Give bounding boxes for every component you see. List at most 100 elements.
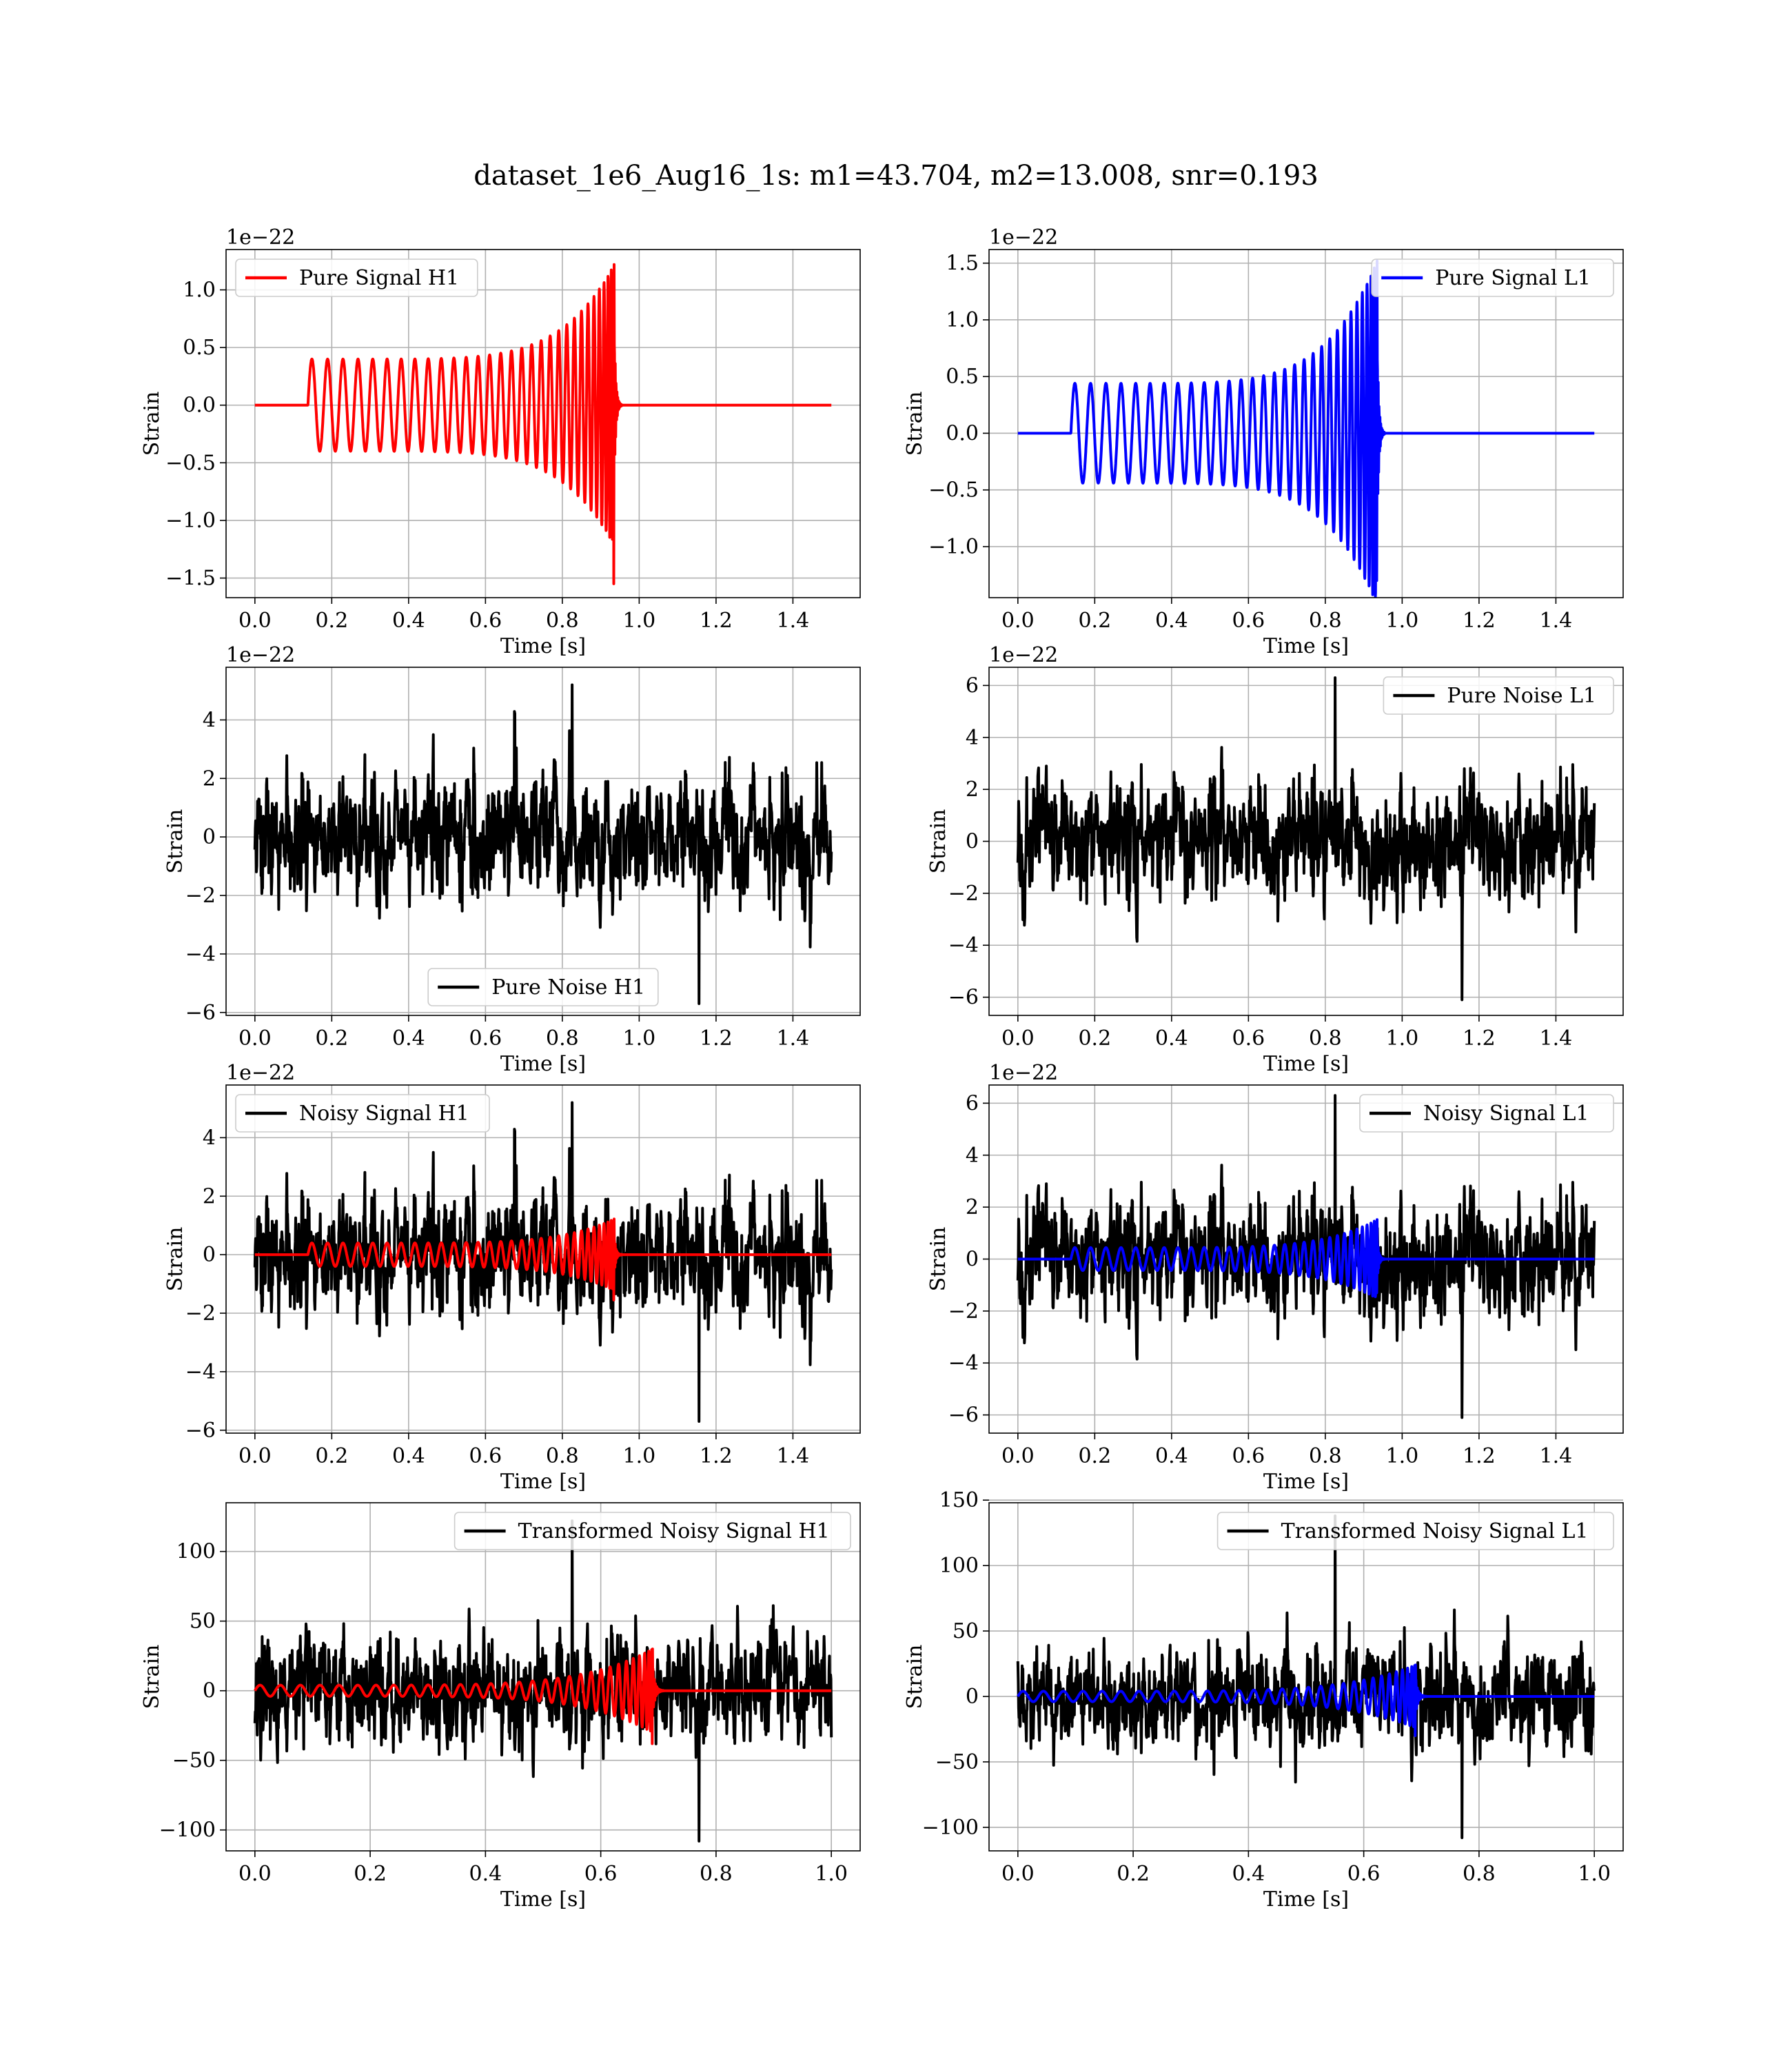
x-tick-label: 1.2 bbox=[700, 1026, 733, 1051]
subplot-transformed-noisy-signal-h1: 0.0 0.2 0.4 0.6 0.8 1.0 −100 −50 0 50 100 Time [s] S… bbox=[140, 1502, 861, 1912]
y-axis-label: Strain bbox=[163, 1227, 187, 1292]
series-line-overlay-1 bbox=[1017, 1218, 1596, 1299]
y-tick-label: −4 bbox=[948, 933, 979, 957]
x-axis-label: Time [s] bbox=[1263, 1887, 1349, 1912]
series-line-pure-signal-l1 bbox=[1017, 259, 1596, 598]
x-tick-label: 0.0 bbox=[238, 1862, 272, 1886]
legend-label: Transformed Noisy Signal L1 bbox=[1281, 1519, 1589, 1543]
y-tick-label: −100 bbox=[159, 1818, 216, 1843]
x-tick-label: 0.0 bbox=[238, 1026, 272, 1051]
x-tick-label: 0.2 bbox=[315, 609, 348, 633]
y-tick-label: −4 bbox=[185, 1360, 216, 1384]
subplot-pure-noise-h1: 0.0 0.2 0.4 0.6 0.8 1.0 1.2 1.4 −6 −4 −2 0 2 4 Time [s… bbox=[163, 643, 861, 1076]
legend: Noisy Signal L1 bbox=[1359, 1094, 1614, 1133]
y-tick-label: −1.0 bbox=[165, 509, 216, 533]
y-tick-label: 6 bbox=[966, 1091, 979, 1115]
series-group bbox=[1016, 1094, 1596, 1419]
axes-frame bbox=[225, 667, 861, 1016]
x-tick-label: 0.0 bbox=[1001, 1444, 1035, 1468]
y-tick-label: −2 bbox=[185, 884, 216, 908]
x-tick-label: 1.2 bbox=[1463, 1444, 1496, 1468]
series-group bbox=[254, 263, 833, 585]
axes-frame bbox=[225, 1502, 861, 1852]
legend-box bbox=[235, 1094, 490, 1133]
series-line-overlay-1 bbox=[254, 1217, 833, 1301]
y-tick-label: −100 bbox=[922, 1816, 979, 1840]
y-axis-label: Strain bbox=[140, 392, 164, 456]
x-tick-label: 0.2 bbox=[1078, 1026, 1111, 1051]
y-tick-label: 0.0 bbox=[946, 421, 979, 445]
x-tick-label: 1.2 bbox=[1463, 1026, 1496, 1051]
x-tick-label: 1.0 bbox=[1386, 609, 1419, 633]
x-tick-label: 0.4 bbox=[1232, 1862, 1265, 1886]
y-tick-label: −0.5 bbox=[928, 478, 979, 503]
y-tick-label: 100 bbox=[176, 1540, 216, 1564]
x-axis-label: Time [s] bbox=[500, 1470, 586, 1494]
y-tick-label: 1.5 bbox=[946, 252, 979, 276]
x-tick-label: 1.0 bbox=[623, 1444, 656, 1468]
y-tick-label: −2 bbox=[185, 1301, 216, 1326]
x-axis-label: Time [s] bbox=[500, 1052, 586, 1076]
y-tick-label: 0.5 bbox=[183, 336, 216, 360]
x-tick-label: 0.0 bbox=[1001, 1026, 1035, 1051]
axes-frame bbox=[225, 1084, 861, 1434]
x-tick-label: 0.4 bbox=[1155, 609, 1188, 633]
series-group bbox=[1017, 259, 1596, 598]
series-line-pure-signal-h1 bbox=[254, 263, 833, 585]
x-tick-label: 0.8 bbox=[1309, 1026, 1342, 1051]
subplot-grid: 0.0 0.2 0.4 0.6 0.8 1.0 1.2 1.4 −1.5 −1.0 −0.5 0.0 0… bbox=[140, 225, 1624, 1912]
x-tick-label: 1.4 bbox=[1540, 1444, 1573, 1468]
y-tick-label: −4 bbox=[948, 1351, 979, 1375]
y-axis-label: Strain bbox=[903, 392, 927, 456]
legend-label: Pure Noise H1 bbox=[491, 975, 645, 1000]
x-tick-label: 0.6 bbox=[1232, 1444, 1265, 1468]
series-line-transformed-noisy-signal-h1 bbox=[253, 1519, 833, 1843]
y-axis-label: Strain bbox=[140, 1645, 164, 1710]
y-tick-label: 0 bbox=[966, 1685, 979, 1709]
series-line-overlay-1 bbox=[1017, 1663, 1596, 1737]
y-tick-label: −1.5 bbox=[165, 567, 216, 591]
y-tick-label: 0 bbox=[203, 1243, 216, 1267]
subplot-pure-noise-l1: 0.0 0.2 0.4 0.6 0.8 1.0 1.2 1.4 −6 −4 −2 0 2 4 6 Time [… bbox=[926, 643, 1624, 1076]
x-tick-label: 0.2 bbox=[1117, 1862, 1150, 1886]
series-line-pure-noise-l1 bbox=[1016, 676, 1596, 1002]
y-offset-text: 1e−22 bbox=[989, 1061, 1058, 1085]
y-tick-label: 0 bbox=[203, 825, 216, 849]
y-axis-label: Strain bbox=[903, 1645, 927, 1710]
x-tick-label: 1.4 bbox=[1540, 609, 1573, 633]
y-tick-label: 6 bbox=[966, 673, 979, 698]
legend-label: Noisy Signal H1 bbox=[299, 1102, 469, 1126]
x-tick-label: 1.0 bbox=[623, 1026, 656, 1051]
subplot-pure-signal-h1: 0.0 0.2 0.4 0.6 0.8 1.0 1.2 1.4 −1.5 −1.0 −0.5 0.0 0… bbox=[140, 225, 861, 658]
x-tick-label: 0.2 bbox=[1078, 609, 1111, 633]
x-tick-label: 1.4 bbox=[777, 1026, 810, 1051]
x-tick-label: 0.8 bbox=[546, 1444, 579, 1468]
x-tick-label: 1.0 bbox=[1578, 1862, 1611, 1886]
x-axis-label: Time [s] bbox=[1263, 1052, 1349, 1076]
series-group bbox=[1016, 676, 1596, 1002]
x-tick-label: 1.0 bbox=[1386, 1444, 1419, 1468]
legend: Pure Noise L1 bbox=[1383, 676, 1614, 715]
legend-box bbox=[1383, 676, 1614, 715]
y-tick-label: −2 bbox=[948, 882, 979, 906]
subplot-noisy-signal-h1: 0.0 0.2 0.4 0.6 0.8 1.0 1.2 1.4 −6 −4 −2 0 2 4 Time [s… bbox=[163, 1061, 861, 1494]
legend-box bbox=[427, 968, 659, 1006]
legend-box bbox=[1359, 1094, 1614, 1133]
x-tick-label: 0.6 bbox=[584, 1862, 618, 1886]
y-offset-text: 1e−22 bbox=[989, 225, 1058, 250]
y-tick-label: 2 bbox=[203, 767, 216, 791]
x-tick-label: 0.6 bbox=[469, 609, 502, 633]
y-tick-label: −50 bbox=[172, 1749, 216, 1773]
x-tick-label: 1.2 bbox=[700, 609, 733, 633]
legend-label: Pure Signal H1 bbox=[299, 266, 459, 290]
y-tick-label: 4 bbox=[966, 726, 979, 750]
series-group bbox=[253, 1101, 833, 1423]
y-tick-label: −6 bbox=[185, 1419, 216, 1443]
x-tick-label: 1.4 bbox=[777, 609, 810, 633]
x-tick-label: 0.6 bbox=[1232, 1026, 1265, 1051]
y-tick-label: 4 bbox=[966, 1144, 979, 1168]
legend: Transformed Noisy Signal H1 bbox=[454, 1512, 851, 1550]
y-axis-label: Strain bbox=[163, 809, 187, 874]
x-tick-label: 0.8 bbox=[1309, 1444, 1342, 1468]
x-tick-label: 0.4 bbox=[392, 609, 425, 633]
